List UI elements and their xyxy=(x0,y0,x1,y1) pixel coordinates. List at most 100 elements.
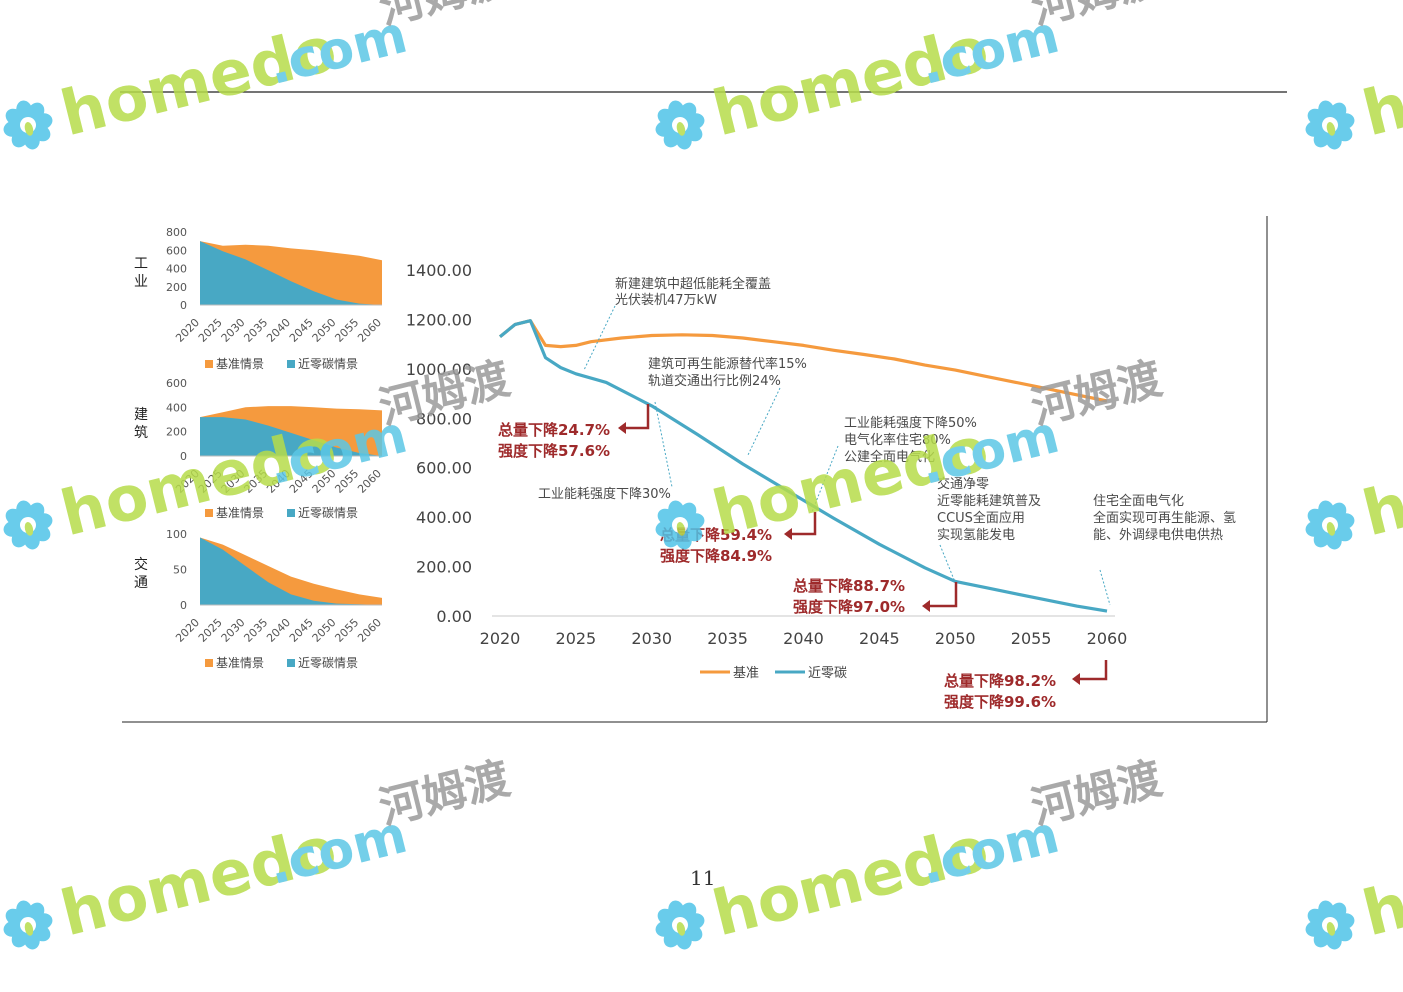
main-line-chart: 1400.00 1200.00 1000.00 800.00 600.00 400.00 2… xyxy=(406,261,1128,681)
y-tick-label: 200 xyxy=(166,281,187,294)
y-tick-label: 0 xyxy=(180,450,187,463)
row-label-char: 筑 xyxy=(134,425,148,441)
x-tick-label: 2055 xyxy=(1011,629,1052,648)
area-chart-industry: 工业80060040020002020202520302035204020452… xyxy=(134,226,384,371)
y-tick-label: 200 xyxy=(166,426,187,439)
arrow-head xyxy=(1072,673,1080,685)
watermark-chinese: 河姆渡 xyxy=(374,753,514,834)
leader-line xyxy=(1099,569,1111,606)
y-tick-label: 400.00 xyxy=(416,508,472,527)
annotation-text: 公建全面电气化 xyxy=(844,449,935,465)
row-label-char: 工 xyxy=(134,256,148,272)
flower-logo-icon xyxy=(3,900,53,950)
arrow-head xyxy=(618,422,626,434)
flower-stem xyxy=(676,522,686,536)
highlight-text: 强度下降57.6% xyxy=(498,442,610,460)
area-series-near-zero xyxy=(200,537,382,605)
legend: 基准情景 近零碳情景 xyxy=(205,357,358,371)
flower-stem xyxy=(24,122,34,136)
legend-swatch-baseline xyxy=(205,509,213,517)
callout-arrow xyxy=(930,582,958,608)
leader-line xyxy=(939,544,956,583)
x-tick-label: 2030 xyxy=(631,629,672,648)
x-tick-label: 2055 xyxy=(332,316,361,345)
annotation-text: CCUS全面应用 xyxy=(937,510,1025,526)
highlight-text: 总量下降98.2% xyxy=(944,672,1056,690)
legend-label-baseline: 基准情景 xyxy=(216,506,264,520)
x-tick-label: 2030 xyxy=(219,616,248,645)
flower-petal xyxy=(679,902,697,922)
x-tick-label: 2045 xyxy=(859,629,900,648)
x-tick-label: 2035 xyxy=(707,629,748,648)
x-tick-label: 2025 xyxy=(196,616,225,645)
flower-stem xyxy=(1326,522,1336,536)
legend-label-near-zero: 近零碳情景 xyxy=(298,357,358,371)
leader-line xyxy=(747,387,781,456)
arrow-head xyxy=(784,528,792,540)
highlight-text: 强度下降84.9% xyxy=(660,547,772,565)
y-tick-label: 0 xyxy=(180,299,187,312)
y-tick-label: 600 xyxy=(166,244,187,257)
watermark-chinese: 河姆渡 xyxy=(1026,753,1166,834)
flower-logo-icon xyxy=(655,500,705,550)
legend-swatch-near-zero xyxy=(287,509,295,517)
y-tick-label: 600.00 xyxy=(416,459,472,478)
callout-arrow xyxy=(626,404,650,430)
x-tick-label: 2020 xyxy=(173,616,202,645)
x-tick-label: 2050 xyxy=(310,316,339,345)
legend-label-near-zero: 近零碳情景 xyxy=(298,656,358,670)
x-tick-label: 2060 xyxy=(1087,629,1128,648)
x-tick-label: 2040 xyxy=(264,316,293,345)
x-tick-label: 2045 xyxy=(287,616,316,645)
y-tick-label: 800 xyxy=(166,226,187,239)
flower-logo-icon xyxy=(1305,100,1355,150)
legend-label-baseline: 基准情景 xyxy=(216,656,264,670)
flower-logo-icon xyxy=(655,100,705,150)
y-tick-label: 50 xyxy=(173,564,187,577)
y-tick-label: 1200.00 xyxy=(406,310,472,329)
flower-petal xyxy=(27,502,45,522)
flower-stem xyxy=(24,522,34,536)
x-tick-label: 2060 xyxy=(355,616,384,645)
x-tick-label: 2030 xyxy=(219,316,248,345)
row-label-char: 交 xyxy=(134,556,148,573)
legend: 基准情景 近零碳情景 xyxy=(205,656,358,670)
annotation-text: 工业能耗强度下降30% xyxy=(538,486,671,502)
flower-stem xyxy=(676,922,686,936)
x-tick-label: 2035 xyxy=(241,316,270,345)
x-tick-label: 2050 xyxy=(935,629,976,648)
legend-swatch-near-zero xyxy=(287,659,295,667)
flower-petal xyxy=(679,502,697,522)
watermark-brand: homedo xyxy=(1356,812,1403,951)
flower-logo-icon xyxy=(655,900,705,950)
annotation-text: 全面实现可再生能源、氢 xyxy=(1093,510,1236,526)
x-tick-label: 2025 xyxy=(196,316,225,345)
row-label-char: 业 xyxy=(134,274,148,290)
callout-arrow xyxy=(1080,660,1108,681)
annotation-text: 工业能耗强度下降50% xyxy=(844,415,977,431)
callout-arrow xyxy=(792,512,817,536)
arrow-head xyxy=(922,600,930,612)
y-tick-label: 100 xyxy=(166,528,187,541)
annotation-text: 电气化率住宅80% xyxy=(844,432,951,448)
legend-swatch-baseline xyxy=(205,360,213,368)
x-tick-label: 2020 xyxy=(480,629,521,648)
y-tick-label: 600 xyxy=(166,377,187,390)
y-tick-label: 0 xyxy=(180,599,187,612)
y-tick-label: 200.00 xyxy=(416,558,472,577)
watermark-brand: homedo xyxy=(1356,412,1403,551)
watermark: homedo xyxy=(1305,12,1403,150)
highlight-text: 强度下降97.0% xyxy=(793,598,905,616)
flower-stem xyxy=(24,922,34,936)
x-tick-label: 2060 xyxy=(355,316,384,345)
annotation-text: 住宅全面电气化 xyxy=(1093,493,1184,509)
flower-stem xyxy=(1326,922,1336,936)
flower-petal xyxy=(27,902,45,922)
main-legend: 基准 近零碳 xyxy=(700,666,847,681)
legend-label-near-zero: 近零碳情景 xyxy=(298,506,358,520)
